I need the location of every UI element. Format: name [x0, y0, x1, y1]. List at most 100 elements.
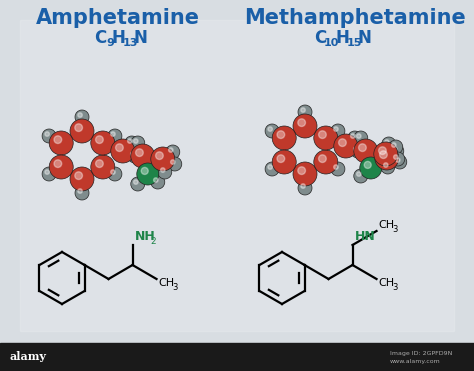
Circle shape [166, 145, 180, 159]
Circle shape [393, 155, 407, 169]
Circle shape [356, 172, 361, 176]
Circle shape [49, 155, 73, 179]
Circle shape [42, 129, 56, 143]
Text: Image ID: 2GPFD9N: Image ID: 2GPFD9N [390, 351, 452, 355]
Text: www.alamy.com: www.alamy.com [390, 358, 441, 364]
Text: 13: 13 [122, 38, 137, 48]
Text: C: C [94, 29, 106, 47]
Circle shape [96, 160, 103, 167]
Circle shape [354, 169, 368, 183]
Text: HN: HN [355, 230, 375, 243]
Text: Amphetamine: Amphetamine [36, 8, 200, 28]
Circle shape [389, 140, 403, 154]
Circle shape [360, 157, 382, 179]
Circle shape [136, 149, 143, 157]
Circle shape [314, 126, 338, 150]
Circle shape [338, 139, 346, 147]
Circle shape [298, 119, 305, 127]
Circle shape [298, 105, 312, 119]
Circle shape [108, 129, 122, 143]
Text: 15: 15 [346, 38, 362, 48]
Circle shape [298, 181, 312, 195]
Circle shape [49, 131, 73, 155]
Circle shape [116, 144, 123, 151]
Circle shape [277, 131, 285, 138]
Circle shape [137, 163, 159, 185]
Circle shape [128, 149, 142, 163]
Text: H: H [335, 29, 349, 47]
Circle shape [91, 131, 115, 155]
Circle shape [169, 148, 173, 152]
Circle shape [96, 136, 103, 144]
Circle shape [392, 143, 396, 147]
Circle shape [384, 140, 389, 144]
Circle shape [45, 170, 49, 174]
Circle shape [42, 167, 56, 181]
Circle shape [334, 134, 358, 158]
Circle shape [171, 160, 175, 164]
Circle shape [75, 124, 82, 131]
Circle shape [319, 155, 326, 162]
Circle shape [125, 136, 139, 150]
Circle shape [75, 172, 82, 180]
Circle shape [130, 152, 135, 156]
Circle shape [141, 167, 148, 174]
Circle shape [301, 108, 305, 112]
Circle shape [348, 131, 362, 145]
Circle shape [351, 134, 355, 138]
Circle shape [75, 186, 89, 200]
Circle shape [78, 189, 82, 193]
Circle shape [382, 137, 396, 151]
Circle shape [131, 177, 145, 191]
Text: 3: 3 [392, 282, 398, 292]
Text: 3: 3 [392, 224, 398, 233]
Text: alamy: alamy [10, 351, 47, 362]
Circle shape [272, 126, 296, 150]
Circle shape [131, 136, 145, 150]
Circle shape [70, 167, 94, 191]
Circle shape [374, 142, 398, 166]
Circle shape [134, 180, 138, 184]
Circle shape [75, 110, 89, 124]
Circle shape [111, 139, 135, 163]
Text: H: H [111, 29, 125, 47]
Circle shape [375, 146, 399, 170]
Text: 2: 2 [151, 236, 156, 246]
Circle shape [111, 170, 115, 174]
Circle shape [293, 114, 317, 138]
Circle shape [301, 184, 305, 188]
Text: CH: CH [379, 220, 395, 230]
Circle shape [331, 162, 345, 176]
Circle shape [331, 124, 345, 138]
Bar [0, 343, 474, 371]
Circle shape [111, 132, 115, 136]
Circle shape [277, 155, 285, 162]
Circle shape [359, 144, 366, 151]
Circle shape [45, 132, 49, 136]
Circle shape [268, 127, 273, 131]
Circle shape [272, 150, 296, 174]
Circle shape [161, 168, 165, 172]
Circle shape [54, 160, 62, 167]
Text: 3: 3 [173, 282, 178, 292]
Text: CH: CH [379, 278, 395, 288]
Circle shape [334, 127, 338, 131]
Text: Methamphetamine: Methamphetamine [244, 8, 466, 28]
Circle shape [383, 163, 388, 167]
Circle shape [70, 119, 94, 143]
Circle shape [379, 147, 386, 154]
Circle shape [314, 150, 338, 174]
Circle shape [396, 158, 400, 162]
Circle shape [131, 144, 155, 168]
Circle shape [354, 147, 358, 151]
Circle shape [78, 113, 82, 117]
Circle shape [151, 147, 175, 171]
Circle shape [108, 167, 122, 181]
Circle shape [364, 161, 371, 168]
Text: 10: 10 [323, 38, 339, 48]
Text: N: N [357, 29, 371, 47]
Text: C: C [314, 29, 326, 47]
Circle shape [390, 144, 404, 158]
Circle shape [155, 152, 163, 160]
Circle shape [334, 165, 338, 169]
